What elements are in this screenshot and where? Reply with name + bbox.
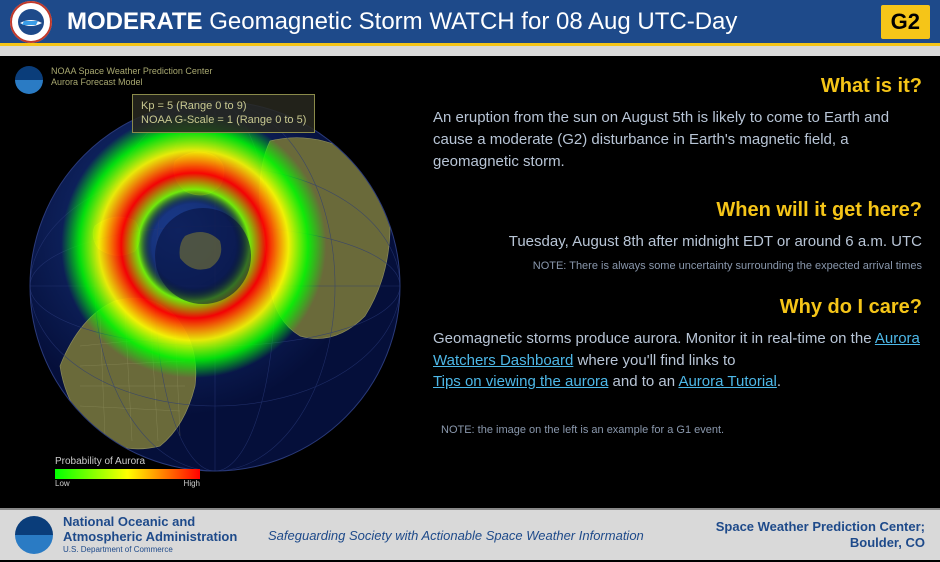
footer-location: Space Weather Prediction Center; Boulder…	[705, 519, 925, 550]
when-body: Tuesday, August 8th after midnight EDT o…	[433, 231, 922, 253]
why-mid2: and to an	[608, 373, 678, 390]
noaa-label-block: NOAA Space Weather Prediction Center Aur…	[15, 66, 212, 94]
footer-org: National Oceanic and Atmospheric Adminis…	[63, 515, 248, 554]
content-area: NOAA Space Weather Prediction Center Aur…	[0, 56, 940, 508]
noaa-logo-small-icon	[15, 66, 43, 94]
footer-bar: National Oceanic and Atmospheric Adminis…	[0, 508, 940, 560]
why-end: .	[777, 373, 781, 390]
footer-org-line1: National Oceanic and	[63, 515, 248, 530]
divider-bar	[0, 46, 940, 56]
why-title: Why do I care?	[433, 293, 922, 322]
aurora-tutorial-link[interactable]: Aurora Tutorial	[678, 373, 776, 390]
noaa-label-line1: NOAA Space Weather Prediction Center	[51, 66, 212, 77]
header-title-rest: Geomagnetic Storm WATCH for 08 Aug UTC-D…	[203, 8, 738, 35]
why-body: Geomagnetic storms produce aurora. Monit…	[433, 328, 922, 393]
noaa-logo-footer-icon	[15, 516, 53, 554]
noaa-label-text: NOAA Space Weather Prediction Center Aur…	[51, 66, 212, 88]
header-bar: MODERATE Geomagnetic Storm WATCH for 08 …	[0, 0, 940, 46]
aurora-tips-link[interactable]: Tips on viewing the aurora	[433, 373, 608, 390]
text-panel: What is it? An eruption from the sun on …	[425, 56, 940, 508]
what-body: An eruption from the sun on August 5th i…	[433, 107, 922, 172]
footer-loc-line1: Space Weather Prediction Center;	[705, 519, 925, 535]
nws-logo-icon	[10, 1, 52, 43]
kp-line1: Kp = 5 (Range 0 to 9)	[141, 99, 306, 113]
kp-line2: NOAA G-Scale = 1 (Range 0 to 5)	[141, 113, 306, 127]
footer-org-line2: Atmospheric Administration	[63, 530, 248, 545]
header-title-prefix: MODERATE	[67, 8, 203, 35]
why-pre: Geomagnetic storms produce aurora. Monit…	[433, 330, 875, 347]
footer-org-sub: U.S. Department of Commerce	[63, 545, 248, 554]
header-title: MODERATE Geomagnetic Storm WATCH for 08 …	[67, 8, 881, 36]
legend-title: Probability of Aurora	[55, 456, 200, 467]
legend-gradient-bar	[55, 469, 200, 479]
severity-badge: G2	[881, 5, 930, 39]
legend-low: Low	[55, 479, 70, 488]
kp-info-box: Kp = 5 (Range 0 to 9) NOAA G-Scale = 1 (…	[132, 94, 315, 133]
legend-high: High	[184, 479, 200, 488]
probability-legend: Probability of Aurora Low High	[55, 456, 200, 488]
globe-graphic	[20, 86, 410, 476]
what-title: What is it?	[433, 72, 922, 101]
why-mid: where you'll find links to	[573, 352, 735, 369]
footer-loc-line2: Boulder, CO	[705, 535, 925, 551]
legend-labels: Low High	[55, 479, 200, 488]
why-note: NOTE: the image on the left is an exampl…	[433, 415, 858, 447]
when-note: NOTE: There is always some uncertainty s…	[433, 259, 922, 275]
globe-panel: NOAA Space Weather Prediction Center Aur…	[0, 56, 425, 508]
noaa-label-line2: Aurora Forecast Model	[51, 77, 212, 88]
when-title: When will it get here?	[433, 196, 922, 225]
footer-tagline: Safeguarding Society with Actionable Spa…	[268, 528, 705, 543]
